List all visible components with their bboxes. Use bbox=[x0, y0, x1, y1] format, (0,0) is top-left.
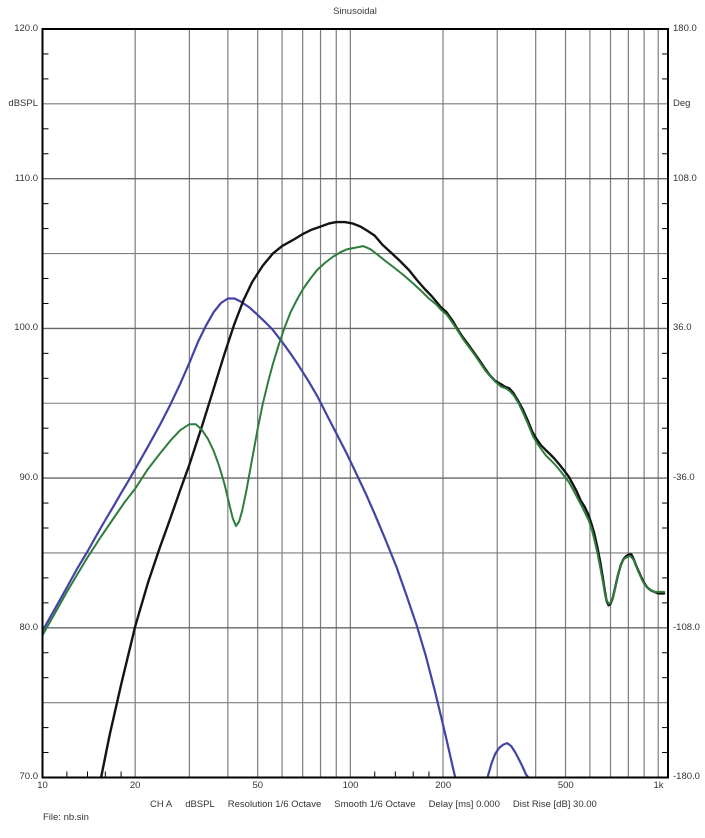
black-curve bbox=[99, 220, 666, 779]
measurement-status-line: CH A dBSPL Resolution 1/6 Octave Smooth … bbox=[150, 799, 597, 810]
blue-curve bbox=[486, 741, 530, 779]
x-tick-label: 500 bbox=[557, 780, 574, 791]
y-left-unit-label: dBSPL bbox=[8, 97, 38, 109]
y-right-tick-label: -180.0 bbox=[673, 771, 700, 783]
y-right-tick-label: -108.0 bbox=[673, 621, 700, 633]
y-left-tick-label: 100.0 bbox=[14, 322, 38, 334]
y-left-tick-label: 90.0 bbox=[19, 471, 39, 483]
x-tick-label: 1k bbox=[653, 780, 664, 791]
status-unit: dBSPL bbox=[185, 799, 215, 810]
x-tick-label: 200 bbox=[435, 780, 452, 791]
y-right-unit-label: Deg bbox=[673, 97, 691, 109]
y-right-tick-label: -36.0 bbox=[673, 471, 695, 483]
y-right-tick-label: 108.0 bbox=[673, 172, 697, 184]
blue-curve bbox=[41, 297, 457, 779]
green-curve bbox=[41, 245, 666, 637]
x-tick-label: 20 bbox=[129, 780, 141, 791]
y-left-tick-label: 110.0 bbox=[14, 172, 38, 184]
x-tick-label: 10 bbox=[37, 780, 48, 791]
y-right-tick-label: 36.0 bbox=[673, 322, 692, 334]
status-resolution: Resolution 1/6 Octave bbox=[227, 799, 322, 810]
y-left-tick-label: 120.0 bbox=[14, 23, 38, 34]
status-dist-rise: Dist Rise [dB] 30.00 bbox=[512, 799, 597, 810]
x-tick-label: 100 bbox=[342, 780, 359, 791]
status-delay: Delay [ms] 0.000 bbox=[428, 799, 500, 810]
file-name-label: File: nb.sin bbox=[43, 812, 89, 823]
status-smoothing: Smooth 1/6 Octave bbox=[334, 799, 416, 810]
status-channel: CH A bbox=[150, 799, 173, 810]
x-tick-label: 50 bbox=[252, 780, 264, 791]
plot-border bbox=[41, 28, 669, 779]
y-right-tick-label: 180.0 bbox=[673, 23, 697, 34]
y-left-tick-label: 80.0 bbox=[19, 621, 39, 633]
chart-title: Sinusoidal bbox=[333, 6, 377, 17]
y-left-tick-label: 70.0 bbox=[19, 771, 39, 783]
